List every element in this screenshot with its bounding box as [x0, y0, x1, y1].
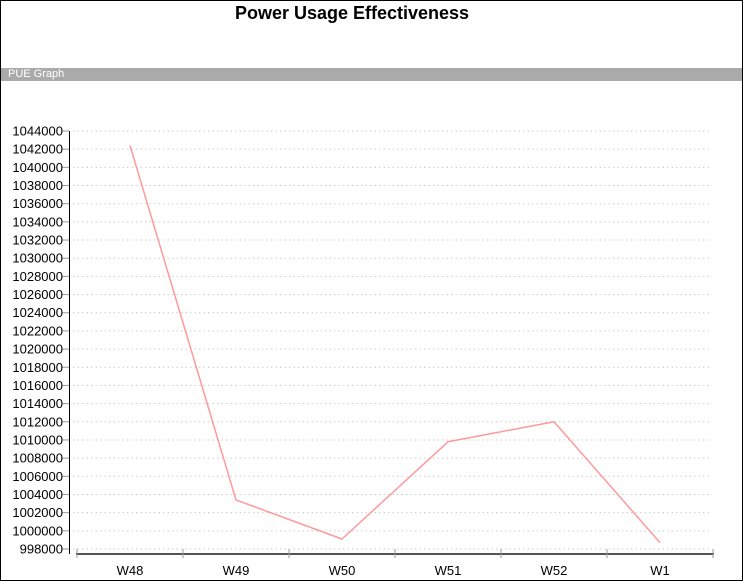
y-tick-label: 1008000 — [12, 451, 63, 466]
y-tick-label: 1042000 — [12, 142, 63, 157]
x-tick-label: W49 — [223, 563, 250, 578]
y-tick-label: 1024000 — [12, 305, 63, 320]
chart-title: Power Usage Effectiveness — [234, 3, 470, 23]
y-tick-label: 1014000 — [12, 396, 63, 411]
y-tick-label: 1012000 — [12, 414, 63, 429]
y-tick-label: 1010000 — [12, 432, 63, 447]
y-tick-label: 1028000 — [12, 269, 63, 284]
y-tick-label: 1044000 — [12, 124, 63, 139]
y-tick-label: 1038000 — [12, 178, 63, 193]
y-tick-label: 1036000 — [12, 196, 63, 211]
x-tick-label: W51 — [435, 563, 462, 578]
y-tick-label: 1016000 — [12, 378, 63, 393]
y-tick-label: 1020000 — [12, 342, 63, 357]
y-tick-label: 1026000 — [12, 287, 63, 302]
x-tick-label: W48 — [117, 563, 144, 578]
y-tick-label: 1022000 — [12, 323, 63, 338]
y-tick-label: 1006000 — [12, 469, 63, 484]
y-tick-label: 1030000 — [12, 251, 63, 266]
y-tick-label: 1002000 — [12, 505, 63, 520]
x-tick-label: W1 — [650, 563, 670, 578]
y-tick-label: 1000000 — [12, 523, 63, 538]
panel-header-bar: PUE Graph — [1, 68, 742, 81]
y-tick-label: 998000 — [20, 542, 63, 557]
x-tick-label: W52 — [541, 563, 568, 578]
y-tick-label: 1018000 — [12, 360, 63, 375]
y-tick-label: 1040000 — [12, 160, 63, 175]
data-line-pue — [129, 145, 661, 544]
panel-header-label: PUE Graph — [8, 68, 65, 80]
y-tick-label: 1032000 — [12, 233, 63, 248]
y-tick-label: 1034000 — [12, 214, 63, 229]
y-tick-label: 1004000 — [12, 487, 63, 502]
x-tick-label: W50 — [329, 563, 356, 578]
